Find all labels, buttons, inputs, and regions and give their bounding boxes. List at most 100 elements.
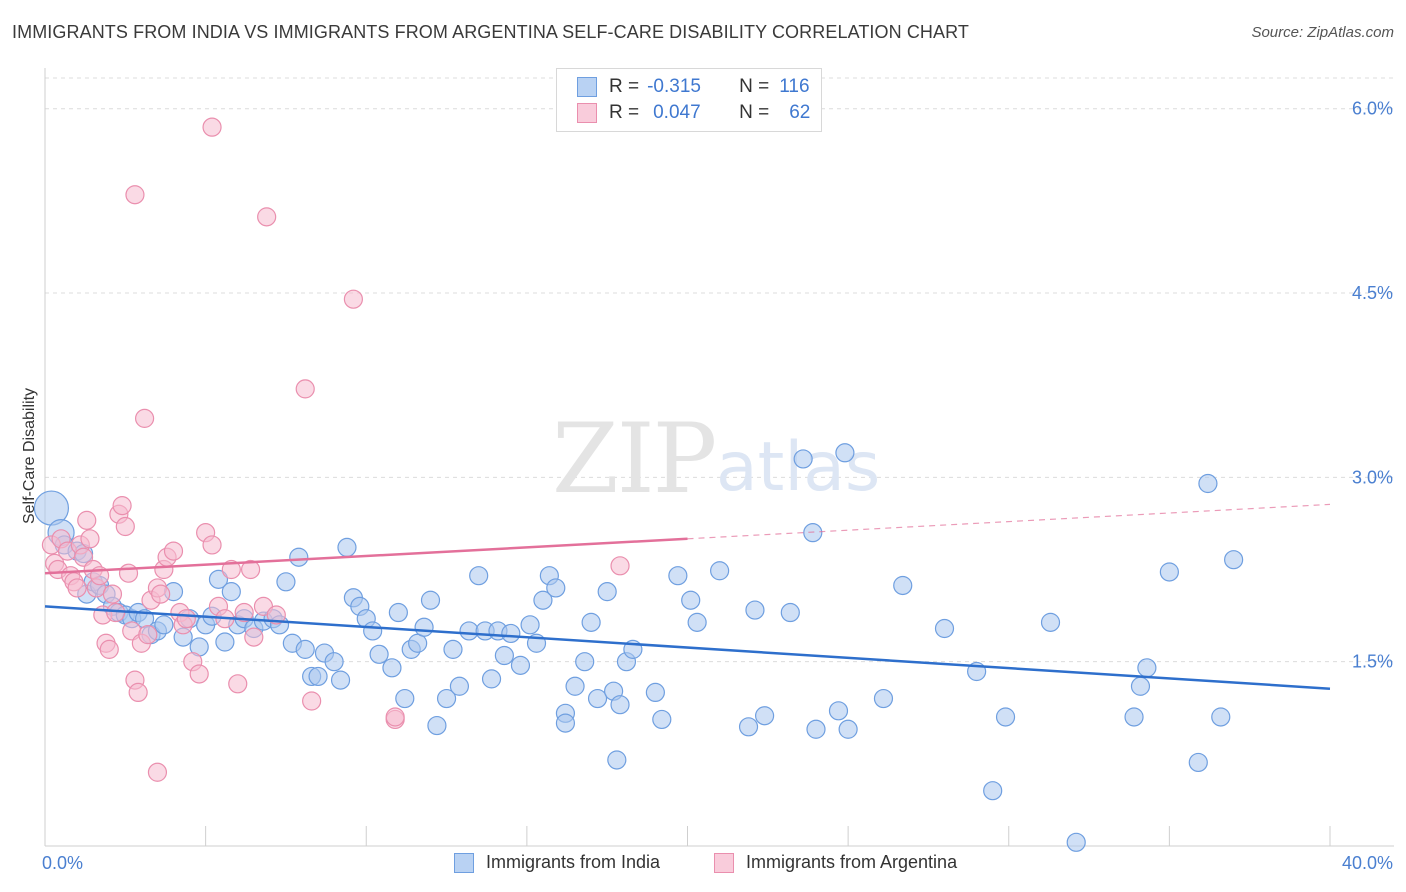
india-point <box>154 615 174 635</box>
india-r-value: -0.315 <box>647 76 701 97</box>
argentina-point <box>163 541 184 561</box>
india-point <box>501 623 521 644</box>
india-trend-line <box>44 605 1331 690</box>
india-point <box>289 547 309 567</box>
india-point <box>745 600 765 620</box>
india-point <box>388 602 408 623</box>
india-point <box>652 709 672 730</box>
india-n-label: N = <box>739 76 770 97</box>
argentina-point <box>128 682 148 703</box>
argentina-point <box>151 584 171 604</box>
india-point <box>420 590 441 610</box>
india-point <box>436 688 457 709</box>
x-tick-label: 40.0% <box>1342 853 1393 873</box>
india-point <box>1224 550 1244 570</box>
argentina-r-label: R = <box>609 102 640 123</box>
india-point <box>510 655 531 675</box>
india-point <box>687 612 707 632</box>
argentina-r-value: 0.047 <box>653 102 701 123</box>
argentina-point <box>112 496 132 516</box>
argentina-point <box>102 584 123 604</box>
india-point <box>668 566 688 586</box>
india-point <box>295 639 315 659</box>
india-point <box>1198 473 1218 494</box>
india-point <box>324 652 344 672</box>
argentina-point <box>147 762 168 782</box>
argentina-point <box>125 185 145 205</box>
argentina-trend-extension <box>687 503 1331 540</box>
y-tick-label: 3.0% <box>1352 467 1393 487</box>
india-point <box>607 750 627 770</box>
legend-india-label: Immigrants from India <box>486 852 661 872</box>
argentina-point <box>118 563 139 583</box>
argentina-point <box>176 609 196 629</box>
india-point <box>645 682 665 703</box>
legend-argentina-swatch <box>714 852 734 873</box>
argentina-n-value: 62 <box>789 102 811 123</box>
watermark-atlas: atlas <box>716 428 880 507</box>
legend-argentina-label: Immigrants from Argentina <box>746 852 958 872</box>
y-tick-label: 4.5% <box>1352 283 1393 303</box>
india-point <box>828 701 849 721</box>
india-point <box>710 561 730 581</box>
india-point <box>382 658 402 678</box>
bottom-legend: Immigrants from India Immigrants from Ar… <box>0 852 1406 878</box>
argentina-swatch <box>577 103 597 123</box>
argentina-point <box>134 408 155 428</box>
india-point <box>597 582 617 602</box>
y-tick-label: 1.5% <box>1352 652 1393 672</box>
india-point <box>330 670 351 690</box>
india-point <box>754 706 775 726</box>
argentina-point <box>138 625 158 645</box>
legend-india-swatch <box>454 852 474 873</box>
india-point <box>494 645 514 666</box>
india-point <box>934 618 955 639</box>
india-point <box>221 582 241 602</box>
india-point <box>427 715 447 736</box>
india-point <box>408 633 428 653</box>
argentina-point <box>80 529 100 549</box>
india-point <box>546 578 566 598</box>
india-point <box>520 615 540 635</box>
india-point <box>533 590 553 610</box>
argentina-point <box>385 707 405 727</box>
india-point <box>793 449 813 469</box>
india-point <box>276 572 296 592</box>
argentina-point <box>610 556 630 576</box>
india-swatch <box>577 77 597 97</box>
india-point <box>681 590 701 610</box>
india-point <box>780 602 800 623</box>
chart-title: IMMIGRANTS FROM INDIA VS IMMIGRANTS FROM… <box>12 22 970 42</box>
argentina-point <box>266 605 286 625</box>
india-point <box>1124 707 1144 727</box>
argentina-point <box>99 639 119 659</box>
argentina-point <box>295 379 315 399</box>
india-point <box>469 566 489 586</box>
india-r-label: R = <box>609 76 640 97</box>
india-point <box>1211 707 1231 727</box>
india-point <box>215 632 235 652</box>
india-n-value: 116 <box>779 76 810 97</box>
india-point <box>995 707 1016 727</box>
legend-item-india[interactable]: Immigrants from India <box>454 852 660 873</box>
source-note: Source: ZipAtlas.com <box>1251 24 1394 41</box>
argentina-point <box>343 289 363 309</box>
india-point <box>893 575 913 596</box>
stats-row-argentina: R = 0.047 N = 62 <box>577 100 810 126</box>
legend-item-argentina[interactable]: Immigrants from Argentina <box>714 852 957 873</box>
india-point <box>1040 612 1061 632</box>
argentina-points <box>41 117 630 782</box>
argentina-point <box>67 578 87 598</box>
india-point <box>838 719 858 739</box>
axes <box>44 68 1394 847</box>
argentina-point <box>244 627 264 647</box>
india-point <box>1137 658 1157 678</box>
argentina-n-label: N = <box>739 102 770 123</box>
india-point <box>983 781 1003 801</box>
india-point <box>555 713 576 733</box>
y-tick-labels: 1.5% 3.0% 4.5% 6.0% <box>1352 99 1393 672</box>
x-tick-labels: 0.0% 40.0% <box>42 853 1393 873</box>
india-point <box>443 639 463 659</box>
india-point <box>363 621 383 641</box>
